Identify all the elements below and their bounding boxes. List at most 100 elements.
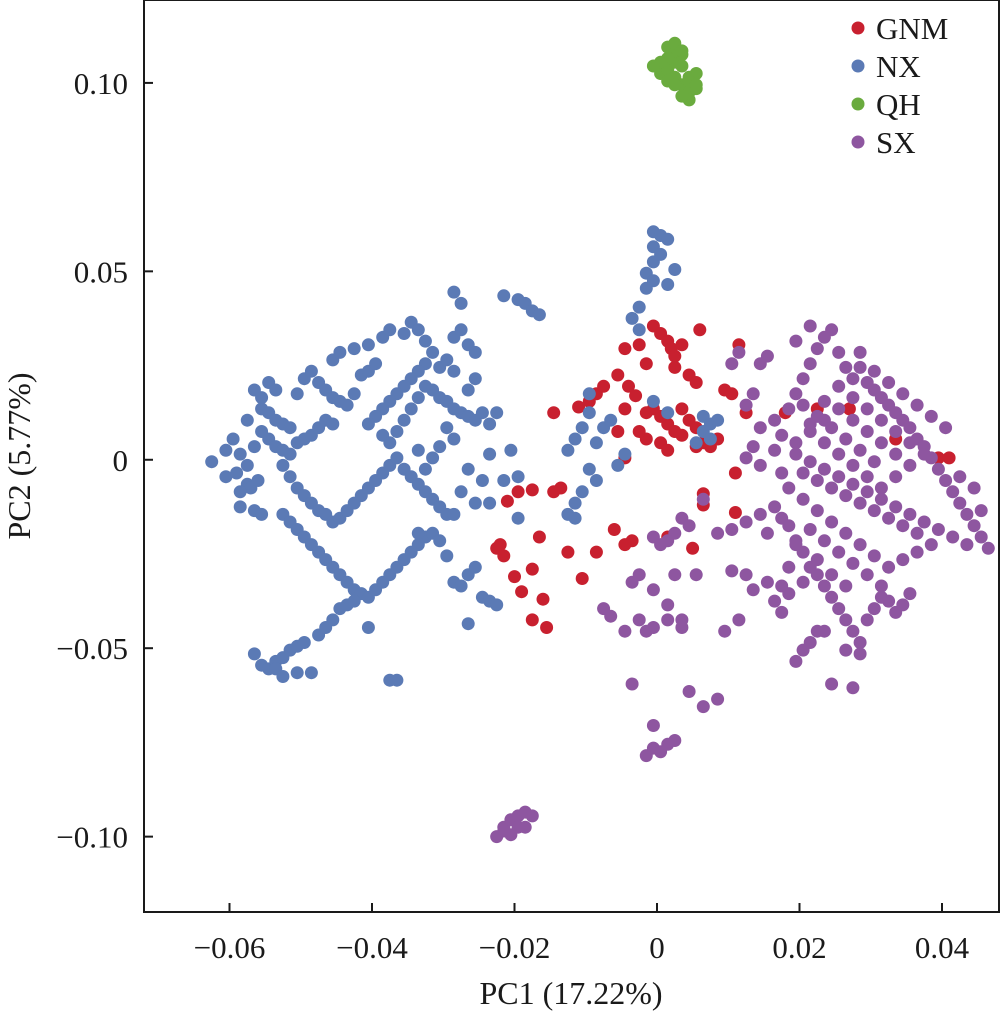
data-point: [390, 451, 404, 465]
data-point: [853, 443, 867, 457]
data-point: [554, 481, 568, 495]
data-point: [825, 323, 839, 337]
data-point: [675, 402, 689, 416]
data-point: [597, 602, 611, 616]
data-point: [718, 624, 732, 638]
series-sx: [490, 319, 995, 844]
data-point: [846, 681, 860, 695]
data-point: [960, 507, 974, 521]
data-point: [874, 481, 888, 495]
data-point: [646, 59, 660, 73]
data-point: [846, 413, 860, 427]
data-point: [532, 308, 546, 322]
data-point: [846, 391, 860, 405]
data-point: [832, 379, 846, 393]
data-point: [825, 515, 839, 529]
data-point: [632, 338, 646, 352]
data-point: [768, 413, 782, 427]
data-point: [269, 383, 283, 397]
data-point: [233, 485, 247, 499]
data-point: [490, 598, 504, 612]
data-point: [903, 507, 917, 521]
data-point: [447, 507, 461, 521]
data-point: [632, 425, 646, 438]
data-point: [825, 677, 839, 691]
x-tick-label: −0.06: [194, 930, 266, 965]
data-point: [882, 511, 896, 525]
data-point: [625, 311, 639, 325]
legend-marker: [851, 97, 865, 111]
data-point: [418, 334, 432, 348]
data-point: [696, 700, 710, 714]
legend-marker: [851, 135, 865, 149]
y-tick-label: 0.10: [74, 66, 128, 101]
data-point: [889, 425, 903, 438]
data-point: [803, 455, 817, 469]
data-point: [703, 432, 717, 446]
data-point: [953, 470, 967, 484]
data-point: [411, 443, 425, 457]
data-point: [447, 364, 461, 378]
data-point: [426, 345, 440, 359]
data-point: [525, 483, 539, 497]
data-point: [760, 526, 774, 540]
data-point: [454, 296, 468, 310]
data-point: [725, 357, 739, 371]
data-point: [326, 613, 340, 627]
data-point: [796, 372, 810, 386]
data-point: [675, 338, 689, 352]
data-point: [461, 462, 475, 476]
data-point: [839, 489, 853, 503]
data-point: [251, 474, 265, 487]
data-point: [789, 387, 803, 401]
data-point: [347, 387, 361, 401]
data-point: [846, 624, 860, 638]
data-point: [931, 462, 945, 476]
data-point: [639, 357, 653, 371]
data-point: [832, 447, 846, 461]
legend-label: SX: [876, 125, 916, 160]
data-point: [646, 394, 660, 408]
data-point: [924, 409, 938, 423]
data-point: [896, 387, 910, 401]
data-point: [825, 590, 839, 604]
data-point: [817, 534, 831, 548]
data-point: [618, 624, 632, 638]
data-point: [796, 398, 810, 412]
data-point: [675, 59, 689, 73]
data-point: [611, 368, 625, 382]
data-point: [490, 406, 504, 420]
data-point: [661, 613, 675, 627]
data-point: [753, 507, 767, 521]
data-point: [646, 583, 660, 597]
data-point: [255, 507, 269, 521]
data-point: [618, 342, 632, 356]
data-point: [283, 447, 297, 461]
data-point: [675, 44, 689, 58]
data-point: [461, 617, 475, 631]
data-point: [867, 602, 881, 616]
data-point: [725, 523, 739, 536]
data-point: [525, 562, 539, 576]
x-tick-label: 0.04: [915, 930, 970, 965]
data-point: [397, 327, 411, 340]
data-point: [646, 719, 660, 732]
data-point: [839, 579, 853, 593]
data-point: [468, 496, 482, 510]
x-tick-label: 0: [649, 930, 665, 965]
data-point: [233, 447, 247, 461]
data-point: [304, 666, 318, 680]
data-point: [689, 568, 703, 582]
data-point: [418, 462, 432, 476]
data-point: [675, 428, 689, 442]
data-point: [725, 564, 739, 578]
data-point: [597, 379, 611, 393]
data-point: [511, 511, 525, 525]
data-point: [618, 447, 632, 461]
data-point: [753, 458, 767, 472]
data-point: [882, 594, 896, 608]
data-point: [575, 421, 589, 435]
data-point: [547, 406, 561, 420]
data-point: [390, 425, 404, 438]
